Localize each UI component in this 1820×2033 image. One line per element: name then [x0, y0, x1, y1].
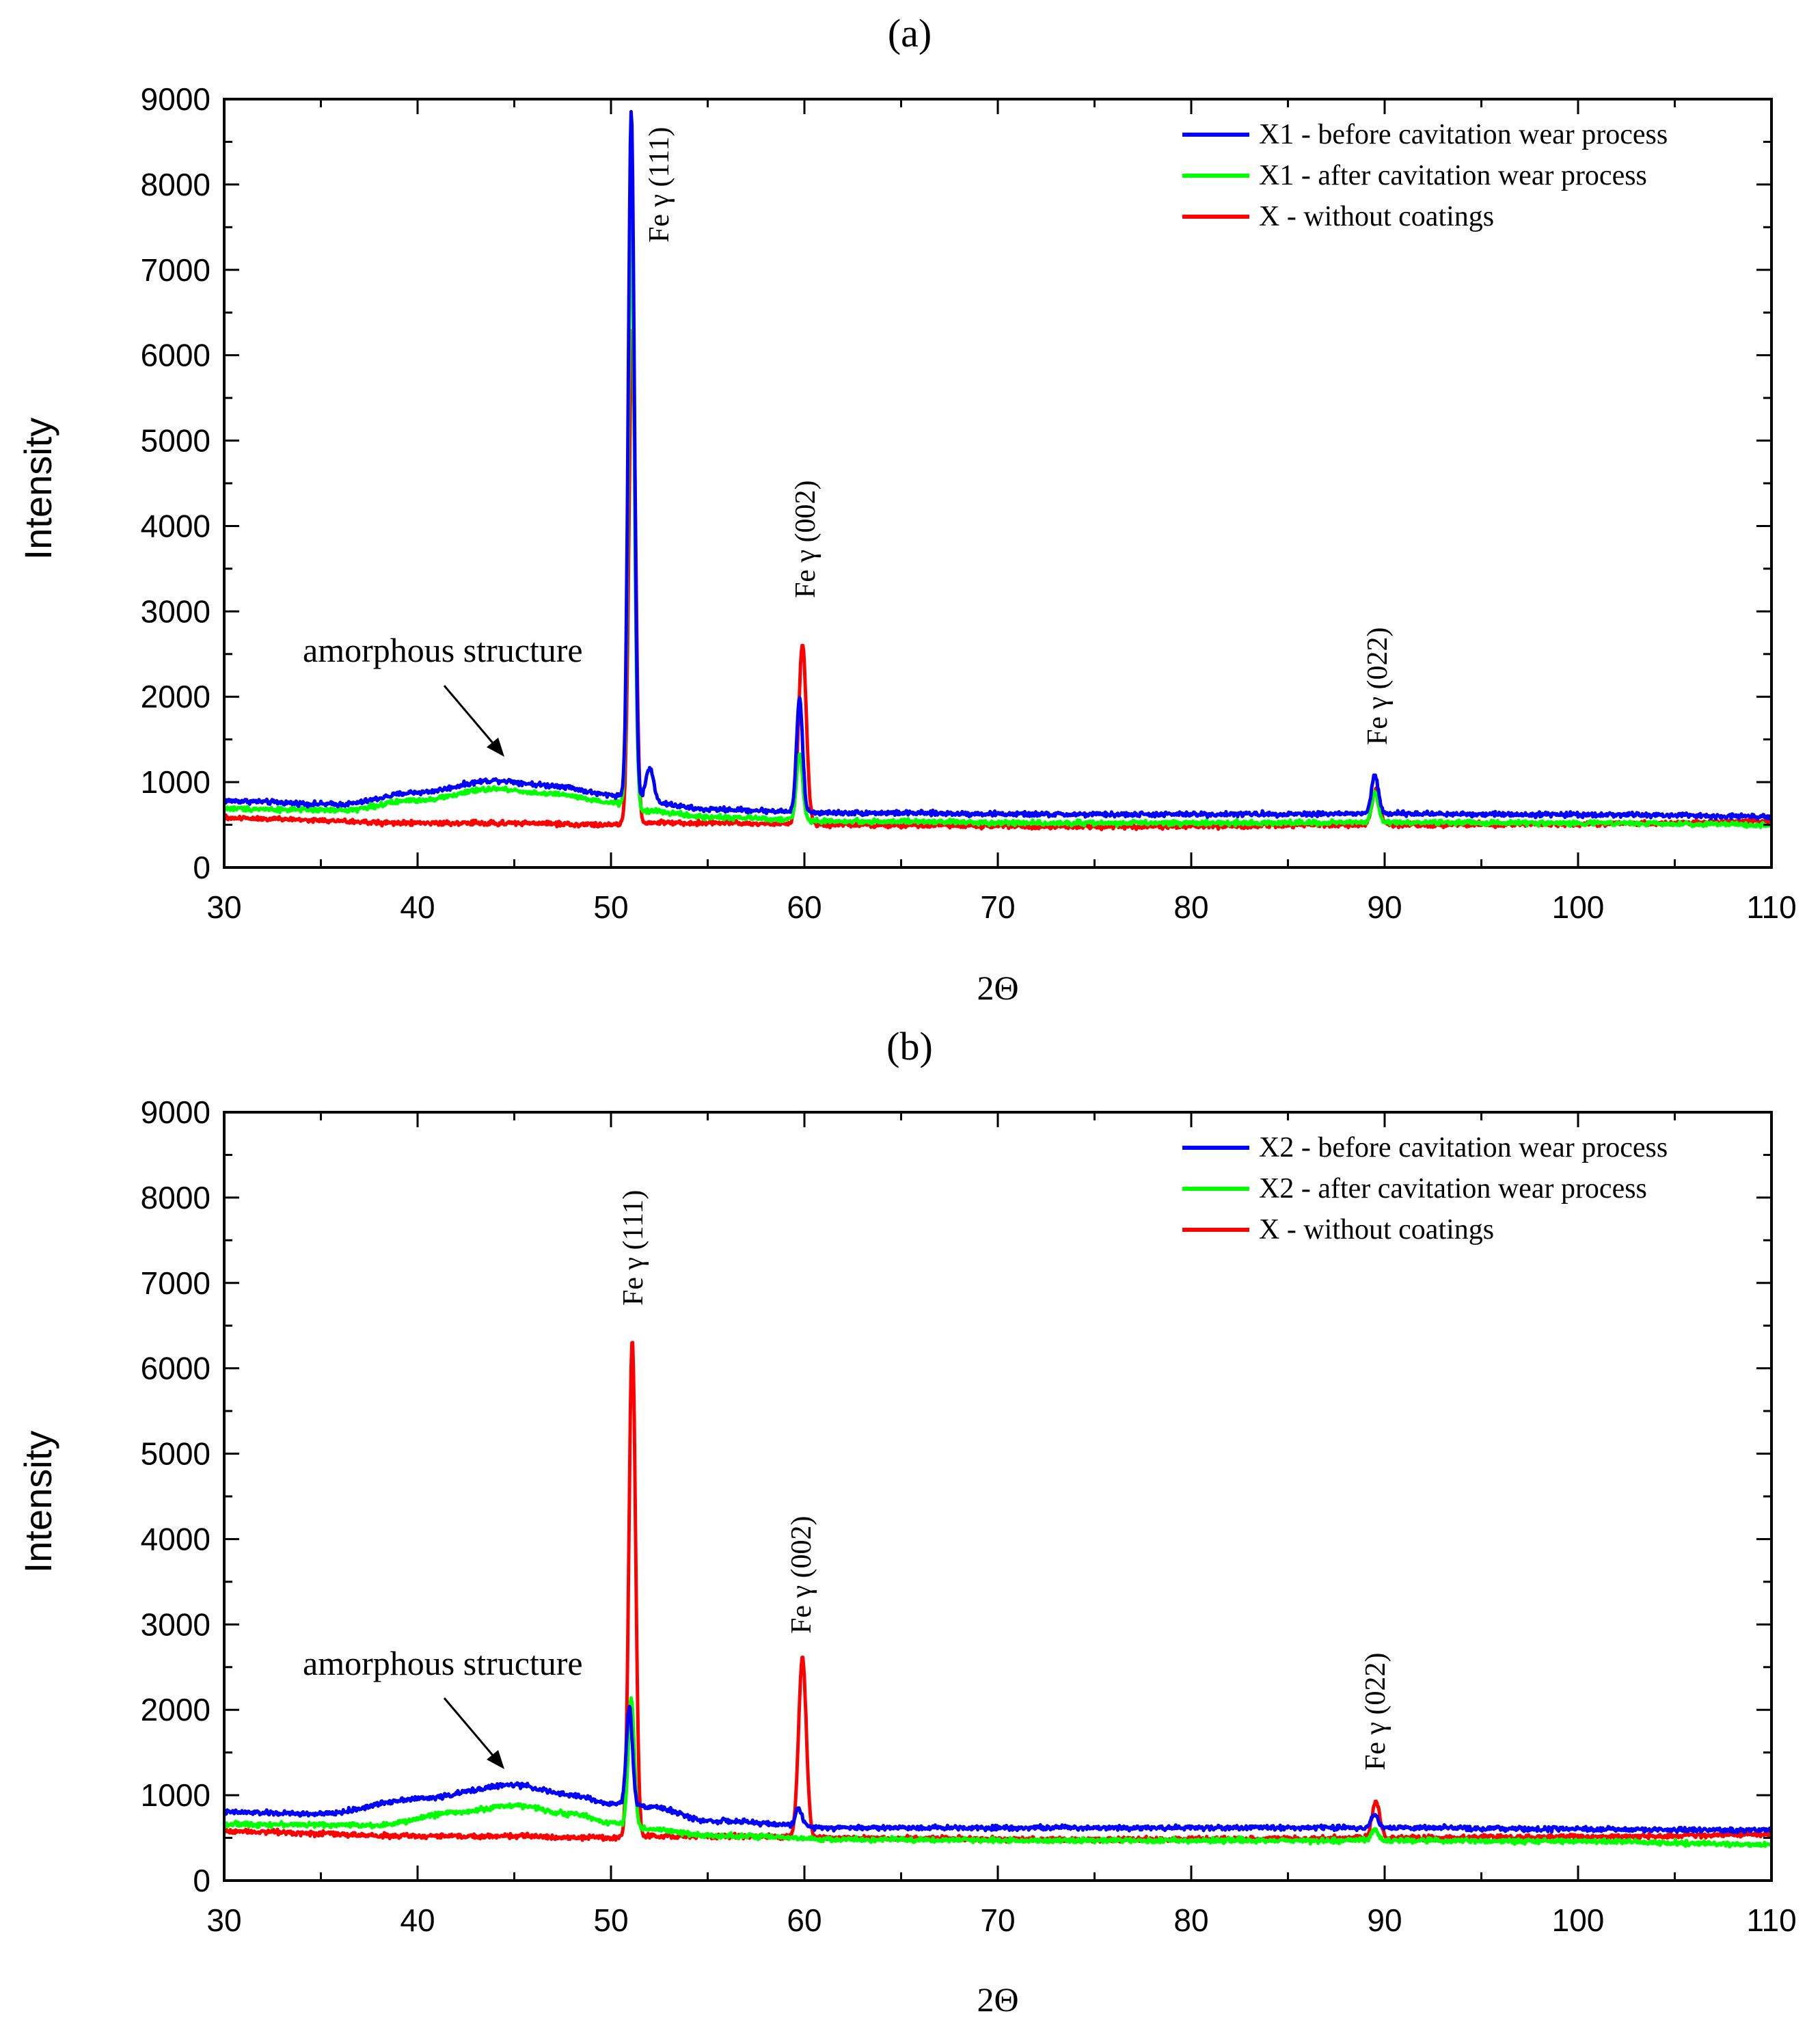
- x-tick-label: 60: [787, 1902, 821, 1938]
- panel-a-legend: X1 - before cavitation wear process X1 -…: [1182, 119, 1668, 232]
- panel-b-title: (b): [886, 1024, 933, 1068]
- legend-entry: X - without coatings: [1259, 1214, 1494, 1246]
- y-tick-label: 9000: [141, 81, 210, 117]
- legend-entry: X2 - after cavitation wear process: [1259, 1173, 1647, 1204]
- y-tick-label: 7000: [141, 1265, 210, 1301]
- y-tick-label: 1000: [141, 1777, 210, 1813]
- panel-b-y-axis-label: Intensity: [16, 1431, 59, 1574]
- y-tick-label: 2000: [141, 1692, 210, 1727]
- panel-b-legend: X2 - before cavitation wear process X2 -…: [1182, 1132, 1668, 1246]
- x-tick-label: 70: [980, 889, 1015, 925]
- legend-entry: X2 - before cavitation wear process: [1259, 1132, 1668, 1163]
- y-tick-label: 9000: [141, 1094, 210, 1130]
- x-tick-label: 40: [400, 1902, 435, 1938]
- y-tick-label: 6000: [141, 338, 210, 373]
- x-tick-label: 40: [400, 889, 435, 925]
- x-tick-label: 70: [980, 1902, 1015, 1938]
- peak-label-fe-002: Fe γ (002): [790, 480, 821, 598]
- x-tick-label: 110: [1746, 1902, 1796, 1938]
- x-tick-label: 90: [1367, 1902, 1402, 1938]
- y-tick-label: 1000: [141, 764, 210, 800]
- amorphous-structure-label: amorphous structure: [303, 1644, 583, 1682]
- x-tick-label: 100: [1552, 889, 1605, 925]
- y-tick-label: 3000: [141, 593, 210, 629]
- x-tick-label: 30: [206, 1902, 241, 1938]
- y-tick-label: 4000: [141, 1521, 210, 1557]
- x-tick-label: 50: [593, 1902, 628, 1938]
- y-tick-label: 2000: [141, 679, 210, 714]
- panel-a-y-axis-label: Intensity: [16, 418, 59, 561]
- peak-label-fe-022: Fe γ (022): [1360, 1652, 1391, 1771]
- peak-label-fe-002: Fe γ (002): [786, 1516, 817, 1634]
- series-line-without-coatings: [222, 1341, 1774, 1844]
- x-tick-label: 90: [1367, 889, 1402, 925]
- panel-a: (a) 30 40 50 60 70 80 90 100 110 0 1000 2000 3000 400…: [16, 11, 1797, 1007]
- legend-entry: X1 - before cavitation wear process: [1259, 119, 1668, 150]
- x-tick-label: 60: [787, 889, 821, 925]
- series-line-without-coatings: [223, 329, 1773, 831]
- peak-label-fe-022: Fe γ (022): [1362, 627, 1394, 745]
- y-tick-label: 0: [193, 850, 210, 885]
- amorphous-arrow: [443, 1697, 504, 1769]
- panel-b-plot-frame: [223, 1111, 1773, 1882]
- y-tick-label: 8000: [141, 1180, 210, 1215]
- x-tick-label: 100: [1552, 1902, 1605, 1938]
- panel-a-plot-frame: [223, 98, 1773, 869]
- panel-b: (b) 30 40 50 60 70 80 90 100 110 0 1000 2000 3000 400…: [16, 1024, 1797, 2019]
- y-tick-label: 7000: [141, 252, 210, 288]
- series-line-before-cavitation: [223, 109, 1774, 821]
- y-tick-label: 6000: [141, 1351, 210, 1386]
- series-line-after-cavitation: [223, 217, 1774, 829]
- x-tick-label: 80: [1173, 889, 1208, 925]
- peak-label-fe-111: Fe γ (111): [618, 1190, 649, 1306]
- legend-entry: X1 - after cavitation wear process: [1259, 160, 1647, 191]
- y-tick-label: 0: [193, 1863, 210, 1898]
- amorphous-structure-label: amorphous structure: [303, 631, 583, 669]
- series-line-before-cavitation: [222, 1704, 1774, 1835]
- panel-a-x-axis-label: 2Θ: [977, 969, 1018, 1007]
- x-tick-label: 110: [1746, 889, 1796, 925]
- x-tick-label: 30: [206, 889, 241, 925]
- series-line-after-cavitation: [222, 1696, 1773, 1849]
- panel-a-title: (a): [888, 11, 932, 55]
- y-tick-label: 3000: [141, 1606, 210, 1642]
- x-tick-label: 80: [1173, 1902, 1208, 1938]
- y-tick-label: 8000: [141, 167, 210, 202]
- peak-label-fe-111: Fe γ (111): [644, 127, 675, 243]
- legend-entry: X - without coatings: [1259, 201, 1494, 232]
- y-tick-label: 5000: [141, 1436, 210, 1472]
- x-tick-label: 50: [593, 889, 628, 925]
- y-tick-label: 5000: [141, 423, 210, 459]
- amorphous-arrow: [443, 685, 504, 757]
- y-tick-label: 4000: [141, 508, 210, 543]
- panel-b-x-axis-label: 2Θ: [977, 1980, 1018, 2019]
